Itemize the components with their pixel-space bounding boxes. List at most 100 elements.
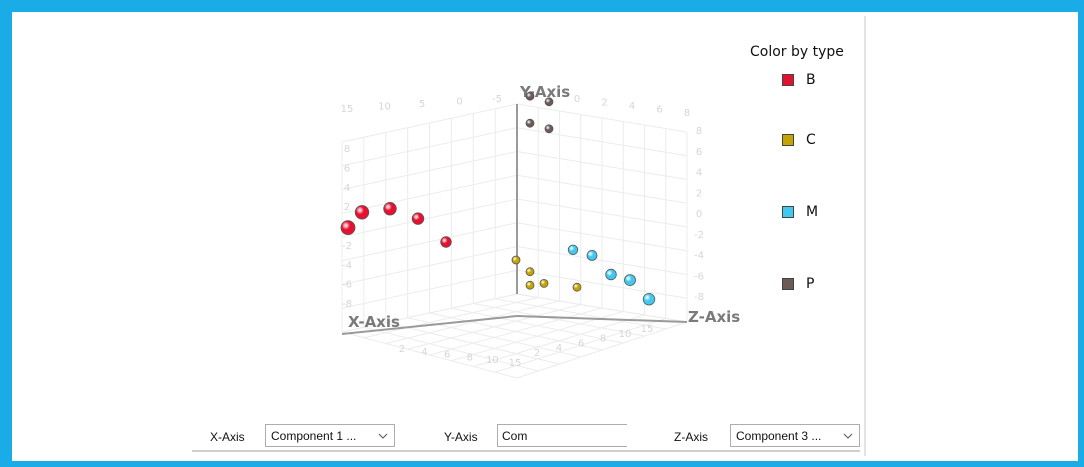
x-axis-title: X-Axis [348, 313, 400, 331]
tick-label: 15 [341, 104, 354, 115]
right-wall-gridline [516, 174, 688, 204]
x-axis-select[interactable]: Component 1 ... [265, 424, 395, 447]
tick-label: 2 [399, 344, 405, 355]
data-point-b [411, 212, 425, 225]
tick-label: -2 [342, 241, 352, 252]
left-wall-gridline [341, 174, 518, 214]
x-axis-select-value: Component 1 ... [271, 429, 357, 443]
data-point-m [642, 293, 656, 306]
legend-swatch [782, 278, 794, 290]
floor-gridline [385, 322, 560, 365]
tick-label: 2 [601, 98, 607, 109]
tick-label: 8 [344, 144, 350, 155]
tick-label: 2 [344, 202, 350, 213]
tick-label: 6 [578, 338, 584, 349]
data-point-p [525, 118, 535, 128]
tick-label: -6 [694, 271, 704, 282]
legend-label: B [806, 72, 816, 88]
tick-label: -6 [342, 280, 352, 291]
z-axis-select[interactable]: Component 3 ... [730, 424, 860, 447]
legend-swatch [782, 134, 794, 146]
data-point-p [544, 124, 554, 134]
tick-label: 10 [486, 355, 499, 366]
x-axis-line [341, 315, 518, 335]
tick-label: 8 [600, 334, 606, 345]
tick-label: 2 [534, 348, 540, 359]
legend-label: P [806, 276, 815, 292]
panel-divider [864, 16, 866, 456]
plot-panel: 151050-50246886420-2-4-6-886420-2-4-6-82… [12, 12, 1078, 461]
legend-item-b[interactable]: B [782, 68, 880, 92]
right-wall-gridline [516, 127, 688, 157]
floor-gridline [494, 318, 666, 373]
legend-item-m[interactable]: M [782, 188, 880, 236]
tick-label: -4 [342, 260, 352, 271]
legend-label: M [806, 204, 819, 220]
tick-label: -4 [694, 251, 704, 262]
tick-label: 15 [509, 358, 522, 369]
floor-gridline [516, 321, 688, 379]
tick-label: 6 [696, 147, 702, 158]
legend-item-c[interactable]: C [782, 116, 880, 164]
legend-swatch [782, 206, 794, 218]
data-point-c [525, 280, 535, 290]
chevron-down-icon [843, 433, 853, 439]
chevron-down-icon [378, 433, 388, 439]
data-point-b [440, 236, 452, 248]
tick-label: -8 [694, 292, 704, 303]
left-wall-gridline [341, 103, 518, 143]
data-point-m [586, 249, 598, 261]
left-wall-gridline [341, 127, 518, 167]
y-axis-select-value: Com [502, 429, 528, 443]
data-point-b [354, 205, 370, 220]
tick-label: 4 [696, 168, 702, 179]
tick-label: 6 [444, 350, 450, 361]
tick-label: 0 [574, 94, 580, 105]
tick-label: 10 [619, 329, 632, 340]
scatter-3d-plot[interactable]: 151050-50246886420-2-4-6-886420-2-4-6-82… [12, 12, 862, 422]
data-point-m [624, 274, 636, 287]
data-point-c [539, 278, 549, 288]
tick-label: 4 [344, 183, 350, 194]
floor-gridline [363, 326, 539, 372]
tick-label: -2 [694, 230, 704, 241]
tick-label: 4 [556, 343, 562, 354]
tick-label: -5 [492, 94, 502, 105]
tick-label: 4 [629, 101, 635, 112]
z-axis-line [516, 315, 688, 323]
data-point-b [340, 220, 356, 236]
tick-label: 5 [419, 99, 425, 110]
data-point-p [544, 97, 554, 107]
legend-title: Color by type [750, 44, 844, 60]
tick-label: 8 [467, 352, 473, 363]
tick-label: -8 [342, 299, 352, 310]
z-axis-label: Z-Axis [674, 430, 708, 444]
data-point-b [383, 201, 397, 216]
tick-label: 2 [696, 188, 702, 199]
tick-label: 8 [684, 108, 690, 119]
tick-label: 10 [378, 102, 391, 113]
legend-items: B C M P [750, 68, 880, 308]
right-wall-gridline [516, 103, 688, 133]
y-axis-label: Y-Axis [444, 430, 478, 444]
tick-label: 8 [696, 126, 702, 137]
y-axis-select[interactable]: Com [497, 424, 627, 447]
floor-gridline [341, 331, 518, 379]
right-wall-gridline [516, 151, 688, 180]
data-point-c [511, 255, 521, 265]
z-axis-select-value: Component 3 ... [736, 429, 822, 443]
floor-gridline [429, 312, 603, 351]
legend-label: C [806, 132, 816, 148]
data-point-m [567, 244, 579, 256]
tick-label: 4 [421, 347, 427, 358]
data-point-c [525, 267, 535, 277]
tick-label: 6 [656, 105, 662, 116]
legend-item-p[interactable]: P [782, 260, 880, 308]
tick-label: 0 [696, 209, 702, 220]
tick-label: 15 [641, 324, 654, 335]
legend-swatch [782, 74, 794, 86]
data-point-c [572, 282, 582, 292]
x-axis-label: X-Axis [210, 430, 245, 444]
axis-controls: X-Axis Component 1 ... Y-Axis Com Z-Axis… [12, 422, 872, 452]
